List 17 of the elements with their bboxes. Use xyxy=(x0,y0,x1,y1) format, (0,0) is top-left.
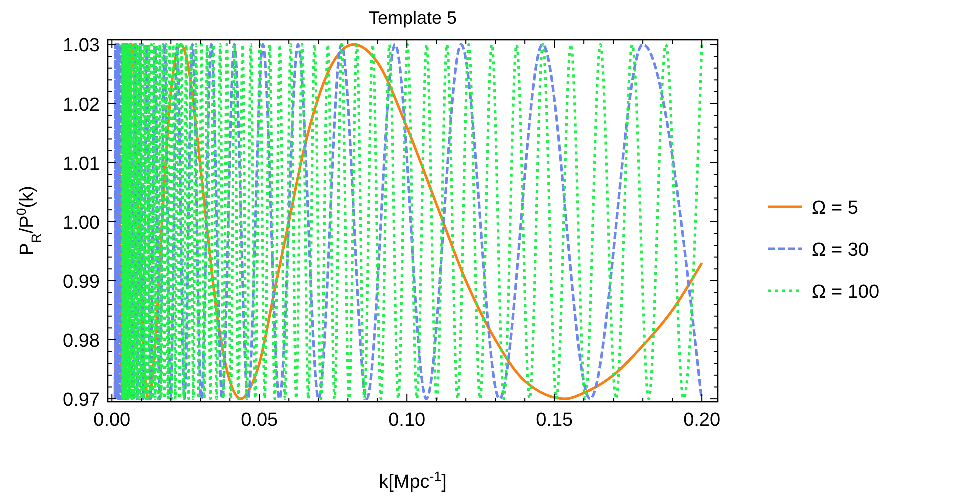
x-tick-label: 0.00 xyxy=(94,410,131,431)
legend-label: Ω = 30 xyxy=(812,240,869,261)
chart-title: Template 5 xyxy=(368,8,458,28)
y-tick-label: 1.01 xyxy=(63,154,100,175)
y-tick-label: 0.98 xyxy=(63,330,100,352)
x-tick-label: 0.05 xyxy=(241,410,278,431)
x-axis-title: k[Mpc$^{-1}$] xyxy=(379,468,447,493)
y-tick-label: 1.03 xyxy=(63,36,100,57)
y-tick-label: 1.00 xyxy=(63,212,100,234)
x-tick-label: 0.15 xyxy=(536,410,574,431)
y-tick-label: 1.02 xyxy=(63,94,100,116)
x-tick-label: 0.20 xyxy=(684,410,721,431)
y-tick-label: 0.97 xyxy=(63,390,100,412)
x-tick-label: 0.10 xyxy=(388,410,426,431)
legend-label: Ω = 5 xyxy=(812,198,858,219)
y-tick-label: 0.99 xyxy=(63,272,100,293)
legend-label: Ω = 100 xyxy=(812,282,880,303)
